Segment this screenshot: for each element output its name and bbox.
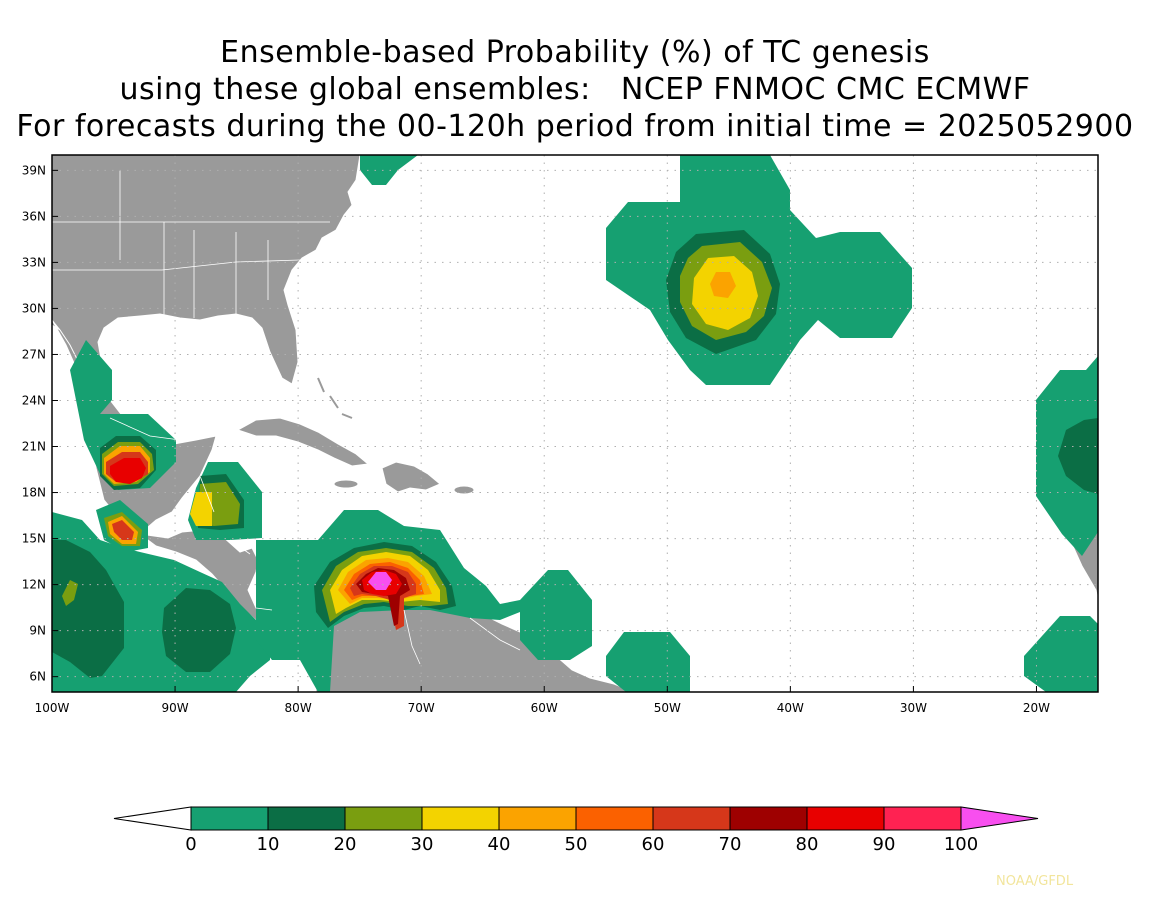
colorbar-label: 0 bbox=[185, 834, 196, 855]
lat-tick-label: 12N bbox=[22, 578, 46, 592]
lat-tick-label: 39N bbox=[22, 163, 46, 177]
contour-belize-30-40 bbox=[190, 492, 212, 526]
lon-tick-label: 80W bbox=[285, 701, 312, 715]
colorbar-segment bbox=[729, 806, 808, 831]
latitude-axis: 39N 36N 33N 30N 27N 24N 21N 18N 15N 12N 9N 6N bbox=[22, 163, 58, 684]
title-line-2: using these global ensembles: NCEP FNMOC… bbox=[119, 72, 1031, 107]
credit-text: NOAA/GFDL bbox=[996, 874, 1074, 889]
lat-tick-label: 24N bbox=[22, 393, 46, 407]
lon-tick-label: 50W bbox=[654, 701, 681, 715]
lon-tick-label: 90W bbox=[161, 701, 188, 715]
colorbar-label: 80 bbox=[796, 834, 819, 855]
plot-frame bbox=[51, 154, 1099, 693]
contour-epac-20-30-west bbox=[62, 580, 78, 606]
colorbar-segment bbox=[190, 806, 269, 831]
contour-honduras-60-70 bbox=[112, 520, 134, 540]
title-line-1: Ensemble-based Probability (%) of TC gen… bbox=[220, 35, 930, 70]
contour-cape-verde-0-10 bbox=[1024, 616, 1098, 692]
colorbar-under-arrow bbox=[113, 806, 192, 831]
lat-tick-label: 6N bbox=[29, 670, 46, 684]
land-cuba bbox=[236, 417, 370, 467]
lon-tick-label: 60W bbox=[531, 701, 558, 715]
longitude-axis: 100W 90W 80W 70W 60W 50W 40W 30W 20W bbox=[35, 686, 1050, 715]
colorbar-segment bbox=[421, 806, 500, 831]
state-borders bbox=[52, 170, 521, 665]
colorbar-label: 70 bbox=[719, 834, 742, 855]
colorbar-label: 20 bbox=[334, 834, 357, 855]
lat-tick-label: 21N bbox=[22, 440, 46, 454]
colorbar-segment bbox=[575, 806, 654, 831]
lat-tick-label: 30N bbox=[22, 301, 46, 315]
colorbar-label: 30 bbox=[411, 834, 434, 855]
genesis-probability-contours bbox=[52, 155, 1098, 692]
contour-us-coast-0-10 bbox=[360, 155, 418, 185]
colorbar: 0 10 20 30 40 50 60 70 80 90 100 bbox=[113, 806, 1039, 855]
colorbar-segment bbox=[498, 806, 577, 831]
lat-tick-label: 18N bbox=[22, 486, 46, 500]
lon-tick-label: 20W bbox=[1023, 701, 1050, 715]
lon-tick-label: 30W bbox=[900, 701, 927, 715]
contour-gulf-80-90 bbox=[110, 458, 146, 484]
lat-tick-label: 36N bbox=[22, 209, 46, 223]
lat-tick-label: 33N bbox=[22, 255, 46, 269]
lat-tick-label: 15N bbox=[22, 532, 46, 546]
title-block: Ensemble-based Probability (%) of TC gen… bbox=[0, 34, 1150, 145]
contour-epac-10-20-west bbox=[52, 540, 124, 678]
colorbar-segment bbox=[652, 806, 731, 831]
land-jamaica bbox=[333, 479, 359, 489]
colorbar-label: 90 bbox=[873, 834, 896, 855]
contour-antilles-0-10 bbox=[520, 570, 592, 660]
contour-east-atlantic-10-20 bbox=[1058, 418, 1098, 494]
land-hispaniola bbox=[381, 461, 441, 493]
land-bahamas bbox=[317, 377, 353, 419]
contour-guianas-0-10 bbox=[606, 632, 690, 692]
colorbar-label: 60 bbox=[642, 834, 665, 855]
contour-atlantic-40-50 bbox=[710, 272, 736, 298]
lon-tick-label: 40W bbox=[777, 701, 804, 715]
colorbar-label: 40 bbox=[488, 834, 511, 855]
map-content bbox=[52, 155, 1098, 692]
lat-tick-label: 9N bbox=[29, 624, 46, 638]
contour-caribbean-90-100 bbox=[368, 572, 392, 590]
lat-tick-label: 27N bbox=[22, 347, 46, 361]
colorbar-label: 50 bbox=[565, 834, 588, 855]
contour-epac-10-20-east bbox=[162, 588, 236, 672]
colorbar-label: 100 bbox=[944, 834, 978, 855]
colorbar-segment bbox=[344, 806, 423, 831]
lon-tick-label: 70W bbox=[408, 701, 435, 715]
colorbar-segment bbox=[806, 806, 885, 831]
lon-tick-label: 100W bbox=[35, 701, 70, 715]
title-line-3: For forecasts during the 00-120h period … bbox=[16, 109, 1134, 144]
colorbar-segment bbox=[883, 806, 962, 831]
colorbar-label: 10 bbox=[257, 834, 280, 855]
colorbar-segment bbox=[267, 806, 346, 831]
colorbar-over-arrow bbox=[960, 806, 1039, 831]
land-puerto-rico bbox=[453, 485, 475, 495]
